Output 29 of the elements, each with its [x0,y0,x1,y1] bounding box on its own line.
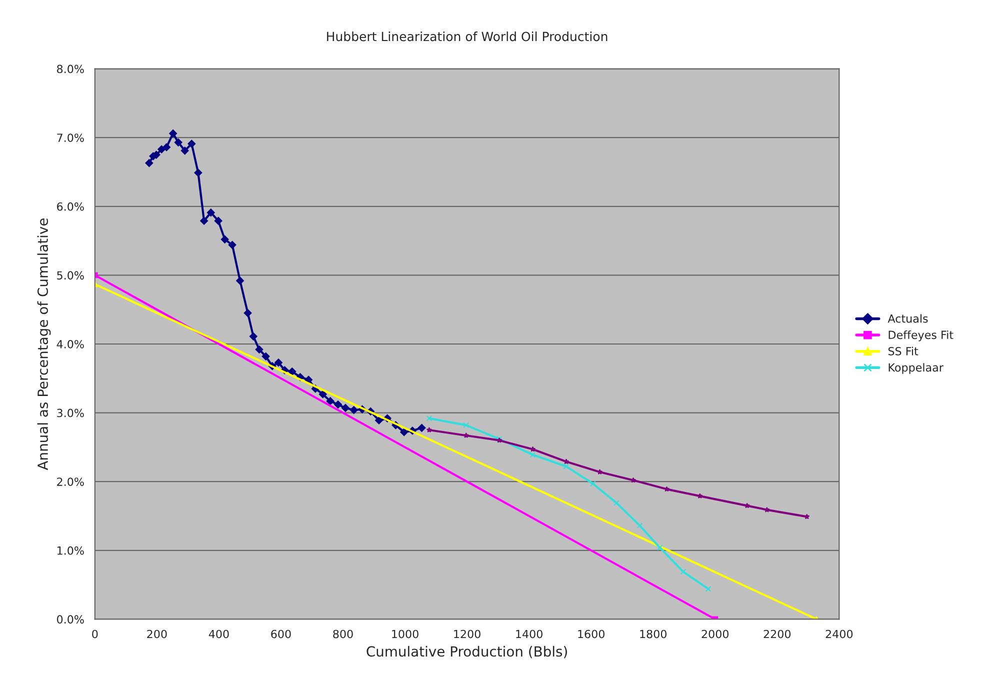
x-tick-label: 1800 [640,630,666,638]
x-tick-label: 800 [333,630,353,638]
x-tick-label: 200 [147,630,167,638]
y-tick-label: 7.0% [57,134,84,142]
x-tick-label: 400 [208,630,229,638]
y-axis-title: Annual as Percentage of Cumulative [37,218,51,470]
y-tick-label: 6.0% [57,202,84,211]
legend-label: SS Fit [888,346,918,356]
legend-label: Actuals [888,314,928,323]
x-tick-label: 2400 [826,630,853,638]
y-tick-label: 2.0% [57,478,84,486]
x-tick-label: 0 [92,630,98,638]
y-tick-label: 0.0% [56,615,84,624]
x-tick-label: 1000 [392,630,418,638]
x-tick-label: 2000 [702,630,729,638]
legend-label: Koppelaar [888,363,944,374]
x-tick-label: 600 [271,630,291,638]
x-tick-label: 1200 [454,630,480,638]
x-tick-label: 1400 [516,630,542,638]
x-axis-title: Cumulative Production (Bbls) [366,646,567,658]
y-tick-label: 3.0% [57,408,84,418]
x-tick-label: 2200 [764,630,791,638]
y-tick-label: 4.0% [56,340,84,348]
legend-label: Deffeyes Fit [888,330,954,342]
y-tick-label: 5.0% [57,271,84,280]
y-tick-label: 8.0% [57,64,84,74]
chart-title: Hubbert Linearization of World Oil Production [327,32,608,42]
y-tick-label: 1.0% [57,546,84,555]
x-tick-label: 1600 [578,630,604,638]
